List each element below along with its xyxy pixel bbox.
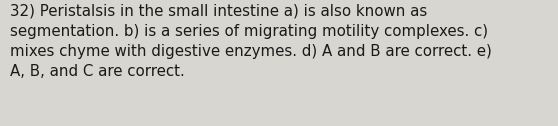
Text: 32) Peristalsis in the small intestine a) is also known as
segmentation. b) is a: 32) Peristalsis in the small intestine a… <box>10 4 492 79</box>
